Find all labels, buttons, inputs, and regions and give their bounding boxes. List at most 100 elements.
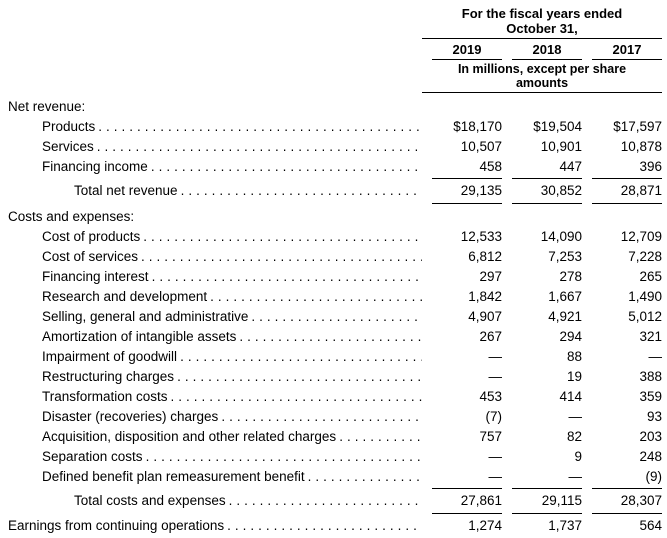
- row-disaster-recoveries-charges: Disaster (recoveries) charges (7) — 93: [8, 407, 662, 427]
- row-separation-costs: Separation costs — 9 248: [8, 447, 662, 467]
- value-2019: 757: [479, 429, 502, 444]
- value-2018: 4,921: [548, 309, 582, 324]
- value-2019: 6,812: [468, 249, 502, 264]
- value-2017: 564: [592, 516, 662, 538]
- row-label: Transformation costs: [42, 389, 168, 404]
- row-label: Restructuring charges: [42, 369, 175, 384]
- row-financing-income: Financing income 458 447 396: [8, 157, 662, 177]
- value-2017: —: [648, 349, 663, 364]
- value-2017: 5,012: [628, 309, 662, 324]
- value-2019: 1,842: [468, 289, 502, 304]
- row-label: Total costs and expenses: [74, 493, 226, 508]
- period-line1: For the fiscal years ended: [461, 6, 623, 21]
- row-cost-of-products: Cost of products 12,533 14,090 12,709: [8, 227, 662, 247]
- value-2017: 321: [639, 329, 662, 344]
- value-2018: —: [568, 469, 583, 484]
- value-2019: (7): [485, 409, 503, 424]
- year-header-2017: 2017: [592, 39, 662, 60]
- row-earnings-from-continuing-operations: Earnings from continuing operations 1,274…: [8, 516, 662, 538]
- row-label: Cost of services: [42, 249, 139, 264]
- value-2017: 388: [639, 369, 662, 384]
- section-costs-and-expenses: Costs and expenses:: [8, 207, 662, 227]
- year-header-2019: 2019: [432, 39, 502, 60]
- leader-dots: [94, 137, 422, 157]
- year-header-2018: 2018: [512, 39, 582, 60]
- units-line1: In millions, except per share: [457, 62, 627, 76]
- value-2018: 278: [559, 269, 582, 284]
- value-2018: 14,090: [540, 229, 582, 244]
- value-2018: 9: [574, 449, 582, 464]
- value-2018: —: [568, 409, 583, 424]
- value-2017: (9): [645, 469, 663, 484]
- value-2017: 396: [639, 159, 662, 174]
- value-2019: —: [488, 349, 503, 364]
- row-defined-benefit-plan-remeasurement-benefit: Defined benefit plan remeasurement benef…: [8, 467, 662, 487]
- value-2019: 1,274: [432, 516, 502, 538]
- value-2018: $19,504: [533, 119, 582, 134]
- row-label: Research and development: [42, 289, 208, 304]
- value-2019: 453: [479, 389, 502, 404]
- row-restructuring-charges: Restructuring charges — 19 388: [8, 367, 662, 387]
- row-products: Products $18,170 $19,504 $17,597: [8, 117, 662, 137]
- row-label: Impairment of goodwill: [42, 349, 178, 364]
- units-note: In millions, except per share amounts: [422, 60, 662, 93]
- leader-dots: [336, 427, 422, 447]
- leader-dots: [95, 117, 422, 137]
- value-2019: 12,533: [460, 229, 502, 244]
- row-label: Separation costs: [42, 449, 143, 464]
- value-2018: 30,852: [512, 178, 582, 204]
- value-2017: 12,709: [620, 229, 662, 244]
- row-total-net-revenue: Total net revenue 29,135 30,852 28,871: [8, 178, 662, 204]
- value-2019: 4,907: [468, 309, 502, 324]
- value-2019: 10,507: [460, 139, 502, 154]
- value-2018: 447: [559, 159, 582, 174]
- section-label: Costs and expenses:: [8, 209, 135, 224]
- value-2017: $17,597: [613, 119, 662, 134]
- leader-dots: [248, 307, 422, 327]
- value-2019: 458: [479, 159, 502, 174]
- leader-dots: [143, 447, 422, 467]
- value-2017: 1,490: [628, 289, 662, 304]
- value-2018: 1,737: [512, 516, 582, 538]
- row-label: Financing income: [42, 159, 148, 174]
- value-2018: 414: [559, 389, 582, 404]
- value-2019: 297: [479, 269, 502, 284]
- row-label: Disaster (recoveries) charges: [42, 409, 219, 424]
- value-2018: 19: [566, 369, 582, 384]
- row-label: Financing interest: [42, 269, 149, 284]
- row-financing-interest: Financing interest 297 278 265: [8, 267, 662, 287]
- leader-dots: [207, 287, 422, 307]
- value-2018: 7,253: [548, 249, 582, 264]
- row-label: Selling, general and administrative: [42, 309, 249, 324]
- row-selling-general-and-administrative: Selling, general and administrative 4,907…: [8, 307, 662, 327]
- row-label: Total net revenue: [74, 183, 178, 198]
- row-label: Services: [42, 139, 94, 154]
- value-2019: —: [488, 449, 503, 464]
- row-total-costs-and-expenses: Total costs and expenses 27,861 29,115 28,3…: [8, 488, 662, 514]
- value-2017: 28,871: [592, 178, 662, 204]
- value-2019: —: [488, 369, 503, 384]
- value-2018: 294: [559, 329, 582, 344]
- leader-dots: [226, 491, 422, 511]
- value-2018: 82: [566, 429, 582, 444]
- leader-dots: [148, 157, 422, 177]
- row-cost-of-services: Cost of services 6,812 7,253 7,228: [8, 247, 662, 267]
- value-2019: 267: [479, 329, 502, 344]
- units-line2: amounts: [515, 76, 569, 90]
- value-2017: 265: [639, 269, 662, 284]
- value-2017: 203: [639, 429, 662, 444]
- row-label: Cost of products: [42, 229, 141, 244]
- period-line2: October 31,: [506, 21, 578, 36]
- period-header-row: For the fiscal years ended October 31,: [8, 6, 662, 39]
- row-services: Services 10,507 10,901 10,878: [8, 137, 662, 157]
- value-2019: 27,861: [432, 488, 502, 514]
- row-label: Amortization of intangible assets: [42, 329, 237, 344]
- value-2019: 29,135: [432, 178, 502, 204]
- row-amortization-of-intangible-assets: Amortization of intangible assets 267 294 3…: [8, 327, 662, 347]
- leader-dots: [174, 367, 422, 387]
- value-2017: 248: [639, 449, 662, 464]
- value-2018: 10,901: [540, 139, 582, 154]
- row-impairment-of-goodwill: Impairment of goodwill — 88 —: [8, 347, 662, 367]
- value-2017: 93: [646, 409, 662, 424]
